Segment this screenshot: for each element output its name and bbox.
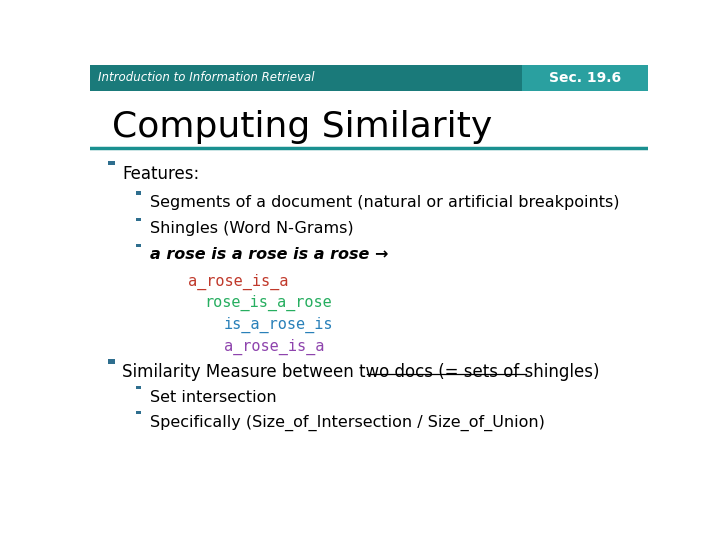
Text: Computing Similarity: Computing Similarity [112,110,492,144]
FancyBboxPatch shape [136,244,141,247]
Text: Sec. 19.6: Sec. 19.6 [549,71,621,85]
FancyBboxPatch shape [90,65,648,91]
Text: a_rose_is_a: a_rose_is_a [224,339,324,355]
FancyBboxPatch shape [136,386,141,389]
Text: Shingles (Word N-Grams): Shingles (Word N-Grams) [150,221,354,236]
Text: rose_is_a_rose: rose_is_a_rose [204,295,332,312]
Text: Set intersection: Set intersection [150,389,277,404]
Text: Similarity Measure between two docs (= sets of shingles): Similarity Measure between two docs (= s… [122,363,600,381]
Text: Features:: Features: [122,165,199,183]
FancyBboxPatch shape [136,411,141,414]
FancyBboxPatch shape [109,360,114,363]
Text: a_rose_is_a: a_rose_is_a [188,274,288,290]
Text: Specifically (Size_of_Intersection / Size_of_Union): Specifically (Size_of_Intersection / Siz… [150,415,545,431]
Text: Segments of a document (natural or artificial breakpoints): Segments of a document (natural or artif… [150,195,620,210]
FancyBboxPatch shape [136,192,141,195]
FancyBboxPatch shape [109,160,114,165]
Text: a rose is a rose is a rose →: a rose is a rose is a rose → [150,247,389,262]
FancyBboxPatch shape [523,65,648,91]
Text: is_a_rose_is: is_a_rose_is [224,317,333,333]
Text: Introduction to Information Retrieval: Introduction to Information Retrieval [99,71,315,84]
FancyBboxPatch shape [136,218,141,221]
